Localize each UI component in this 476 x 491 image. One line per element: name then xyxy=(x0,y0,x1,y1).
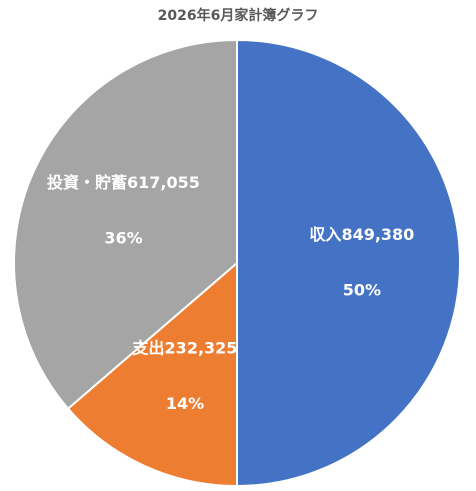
pie-slice xyxy=(66,260,238,488)
data-label: 収入849,380 xyxy=(309,225,414,244)
value-label: 849,380 xyxy=(341,225,414,244)
pie-slice xyxy=(236,38,461,488)
category-label: 収入 xyxy=(309,225,341,244)
percent-label: 50% xyxy=(343,281,381,300)
percent-label: 36% xyxy=(104,228,142,247)
percent-label: 14% xyxy=(166,394,204,413)
chart-title: 2026年6月家計簿グラフ xyxy=(158,7,319,24)
value-label: 232,325 xyxy=(165,338,238,357)
pie-slice xyxy=(13,38,238,411)
category-label: 投資・貯蓄 xyxy=(47,172,127,191)
data-label: 支出232,325 xyxy=(132,338,238,357)
data-label: 投資・貯蓄617,055 xyxy=(47,172,200,191)
category-label: 支出 xyxy=(132,338,165,357)
value-label: 617,055 xyxy=(127,172,200,191)
